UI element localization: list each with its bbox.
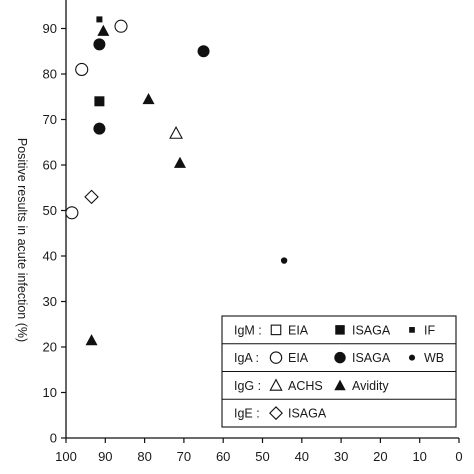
legend-entry-label: ISAGA	[288, 407, 327, 421]
legend-symbol-open-circle	[269, 351, 283, 364]
x-tick-label: 50	[255, 449, 269, 464]
data-points	[65, 16, 288, 346]
data-point-filled-triangle	[142, 93, 155, 105]
data-point-open-circle	[114, 19, 128, 33]
x-tick-label: 80	[137, 449, 151, 464]
legend-entry-label: EIA	[288, 351, 309, 365]
legend-entry-label: ACHS	[288, 379, 323, 393]
data-point-filled-circle	[197, 45, 210, 58]
legend-symbol-filled-circle	[334, 351, 346, 364]
x-tick-label: 100	[55, 449, 77, 464]
legend-symbol-filled-square	[335, 325, 345, 335]
legend-symbol-open-square	[270, 324, 282, 336]
x-tick-label: 30	[334, 449, 348, 464]
data-point-filled-triangle	[97, 24, 110, 36]
y-tick-label: 30	[43, 294, 57, 309]
legend-entry-label: ISAGA	[352, 351, 391, 365]
data-point-filled-triangle	[85, 334, 98, 346]
legend-entry-label: ISAGA	[352, 323, 391, 337]
legend-symbol-open-triangle	[269, 378, 283, 391]
x-tick-label: 60	[216, 449, 230, 464]
data-point-open-circle	[75, 62, 89, 76]
x-tick-label: 90	[98, 449, 112, 464]
legend-group-label: IgE :	[234, 407, 260, 421]
legend-group-label: IgM :	[234, 323, 262, 337]
legend-symbol-small-filled-square	[409, 327, 415, 333]
legend-entry-label: IF	[424, 323, 435, 337]
x-tick-label: 70	[177, 449, 191, 464]
x-tick-label: 40	[295, 449, 309, 464]
x-tick-label: 10	[412, 449, 426, 464]
y-tick-label: 60	[43, 158, 57, 173]
legend-symbol-small-filled-circle	[408, 354, 416, 361]
data-point-filled-triangle	[173, 156, 186, 168]
y-tick-label: 0	[50, 431, 57, 446]
y-tick-label: 50	[43, 203, 57, 218]
legend-entry-label: WB	[424, 351, 444, 365]
legend-group-label: IgG :	[234, 379, 261, 393]
y-tick-label: 90	[43, 21, 57, 36]
data-point-filled-circle	[93, 122, 106, 135]
data-point-open-triangle	[169, 125, 183, 139]
y-tick-label: 20	[43, 340, 57, 355]
data-point-open-diamond	[84, 189, 99, 205]
data-point-small-filled-circle	[280, 257, 288, 264]
y-axis-label: Positive results in acute infection (%)	[15, 138, 29, 342]
legend: IgM : EIA ISAGA IF IgA : EIA ISAGA WB IgG : ACHS A…	[221, 315, 457, 428]
x-tick-label: 0	[455, 449, 462, 464]
y-tick-label: 80	[43, 67, 57, 82]
data-point-filled-circle	[93, 38, 106, 51]
legend-symbol-open-diamond	[269, 406, 283, 421]
data-point-open-circle	[65, 206, 79, 220]
legend-entry-label: Avidity	[352, 379, 389, 393]
y-tick-label: 70	[43, 112, 57, 127]
data-point-filled-square	[94, 96, 105, 107]
data-point-small-filled-square	[96, 16, 103, 23]
y-tick-label: 40	[43, 249, 57, 264]
y-tick-label: 10	[43, 385, 57, 400]
legend-entry-label: EIA	[288, 323, 309, 337]
legend-symbol-filled-triangle	[334, 379, 346, 391]
legend-group-label: IgA :	[234, 351, 259, 365]
x-tick-label: 20	[373, 449, 387, 464]
